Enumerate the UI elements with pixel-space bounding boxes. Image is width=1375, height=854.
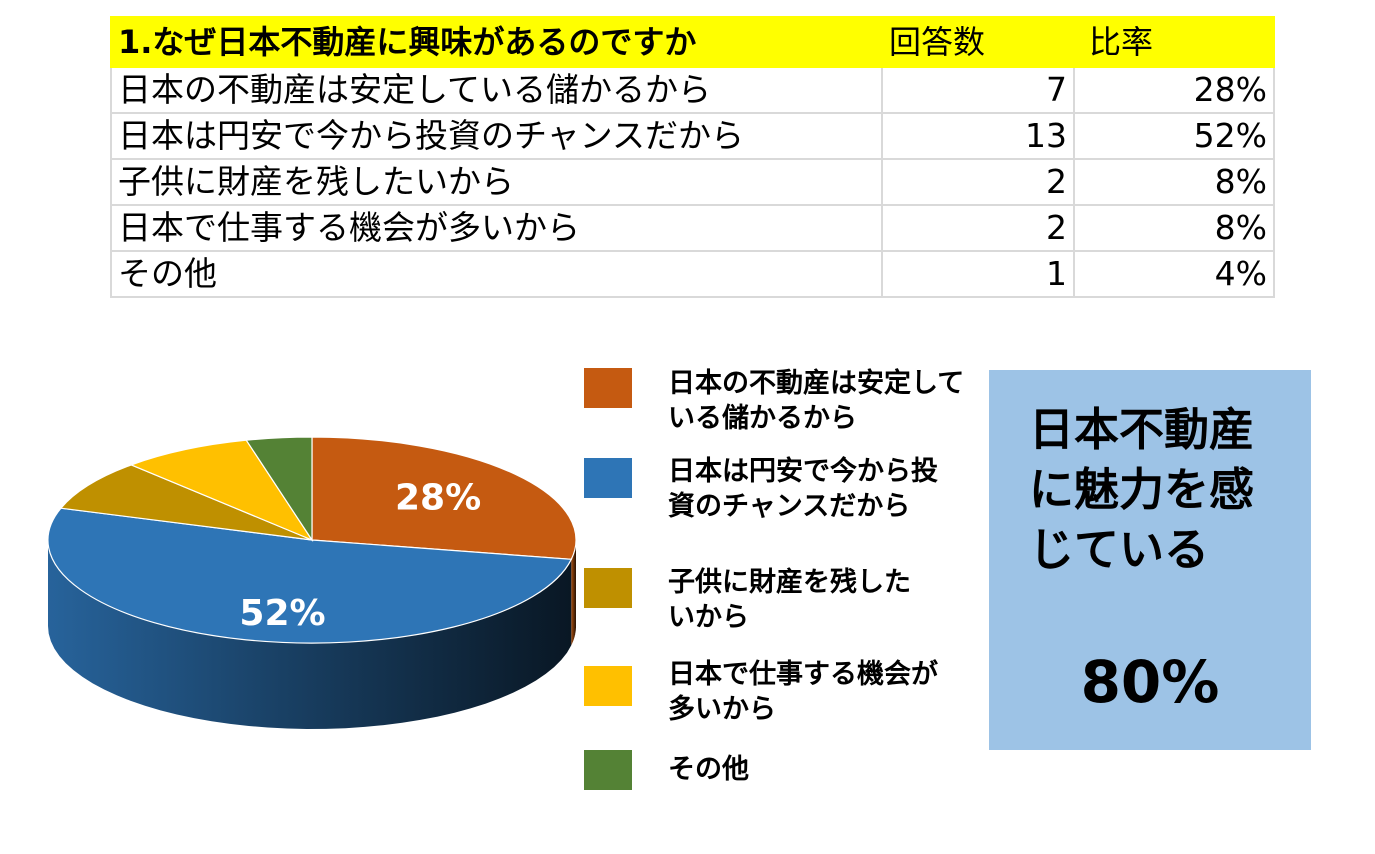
summary-callout: 日本不動産に魅力を感じている 80% [989,370,1311,750]
legend-label: 日本は円安で今から投資のチャンスだから [668,456,938,522]
ratio-cell: 28% [1073,66,1275,114]
ratio-cell: 52% [1073,112,1275,160]
answer-cell: 日本は円安で今から投資のチャンスだから [110,112,883,160]
legend-label: 日本で仕事する機会が多いから [668,659,938,725]
answer-cell: 日本の不動産は安定している儲かるから [110,66,883,114]
legend-swatch [584,458,632,498]
answer-cell: 日本で仕事する機会が多いから [110,204,883,252]
count-header: 回答数 [881,16,1075,68]
pie-chart: 28% 52% [47,436,577,729]
table-row: 子供に財産を残したいから 2 8% [110,158,1275,206]
callout-value: 80% [1080,648,1220,716]
ratio-header: 比率 [1073,16,1275,68]
pie-data-label: 28% [395,477,481,518]
callout-text: 日本不動産に魅力を感じている [1029,403,1255,576]
count-cell: 2 [881,158,1075,206]
count-cell: 1 [881,250,1075,298]
chart-legend: 日本の不動産は安定している儲かるから 日本は円安で今から投資のチャンスだから 子… [580,350,980,800]
pie-top-group [47,436,577,644]
pie-slice [245,436,313,543]
pie-data-label: 52% [239,593,325,634]
answer-cell: 子供に財産を残したいから [110,158,883,206]
count-cell: 13 [881,112,1075,160]
count-cell: 2 [881,204,1075,252]
table-row: 日本の不動産は安定している儲かるから 7 28% [110,66,1275,114]
pie-slice-side [48,540,572,729]
question-header: 1.なぜ日本不動産に興味があるのですか [110,16,883,68]
pie-slice [59,464,313,541]
legend-swatch [584,750,632,790]
legend-swatch [584,666,632,706]
pie-slice [129,439,314,542]
pie-labels-group: 28% 52% [239,477,481,634]
legend-swatch [584,568,632,608]
pie-slice [311,436,577,560]
table-row: その他 1 4% [110,250,1275,298]
table-row: 日本で仕事する機会が多いから 2 8% [110,204,1275,252]
table-header-row: 1.なぜ日本不動産に興味があるのですか 回答数 比率 [110,16,1275,68]
ratio-cell: 8% [1073,204,1275,252]
ratio-cell: 4% [1073,250,1275,298]
legend-swatch [584,368,632,408]
table-row: 日本は円安で今から投資のチャンスだから 13 52% [110,112,1275,160]
legend-label: その他 [668,754,749,785]
legend-label: 子供に財産を残したいから [668,567,911,633]
survey-table: 1.なぜ日本不動産に興味があるのですか 回答数 比率 日本の不動産は安定している… [110,16,1275,298]
legend-label: 日本の不動産は安定している儲かるから [668,368,965,434]
pie-slice [47,507,573,644]
count-cell: 7 [881,66,1075,114]
answer-cell: その他 [110,250,883,298]
ratio-cell: 8% [1073,158,1275,206]
pie-slice-side [571,540,576,646]
pie-side-group [48,540,576,729]
